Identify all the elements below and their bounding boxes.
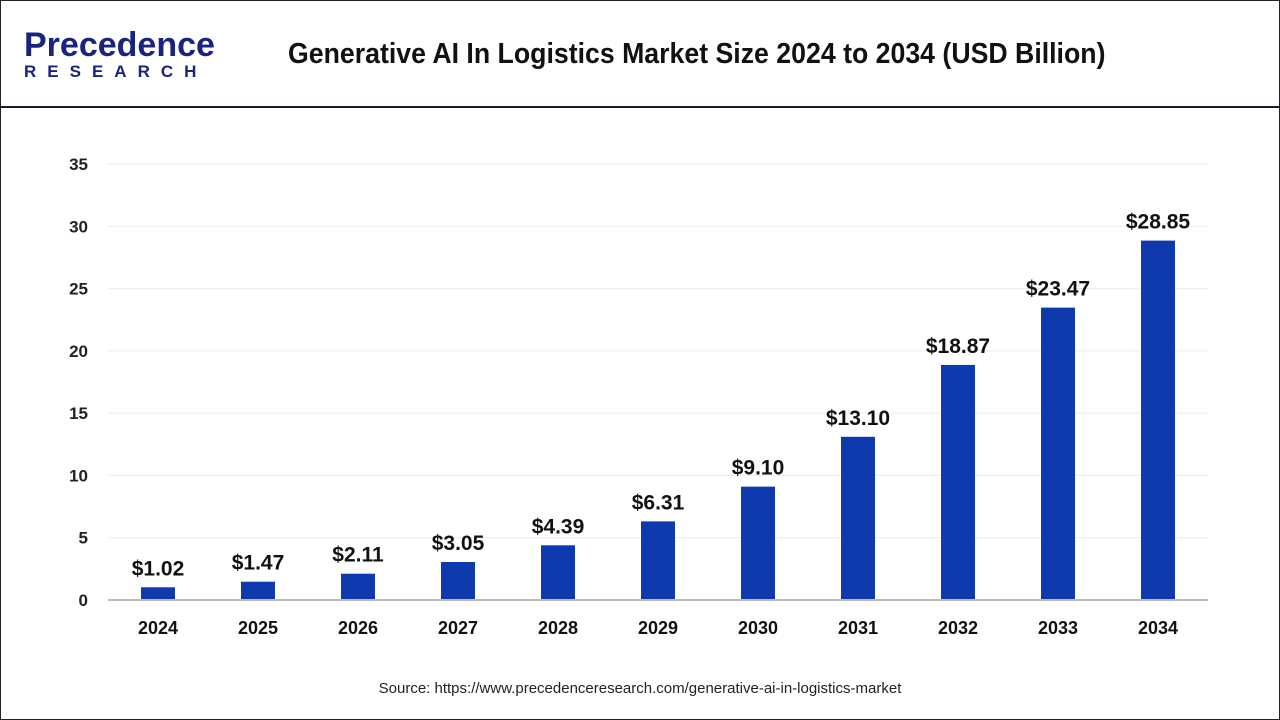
x-tick-label: 2030 xyxy=(738,618,778,638)
logo: Precedence RESEARCH xyxy=(24,28,215,82)
logo-bottom: RESEARCH xyxy=(24,62,208,81)
y-tick-label: 20 xyxy=(69,342,88,361)
x-tick-label: 2027 xyxy=(438,618,478,638)
bar xyxy=(141,587,175,600)
bar xyxy=(341,573,375,600)
y-tick-label: 15 xyxy=(69,404,88,423)
logo-top: Precedence xyxy=(24,26,215,64)
bar xyxy=(241,581,275,600)
x-tick-label: 2025 xyxy=(238,618,278,638)
data-label: $1.47 xyxy=(232,552,285,575)
data-label: $6.31 xyxy=(632,491,685,514)
bar xyxy=(1141,240,1175,600)
bar xyxy=(441,562,475,600)
chart-title: Generative AI In Logistics Market Size 2… xyxy=(288,38,1106,70)
bar xyxy=(841,436,875,600)
bar xyxy=(541,545,575,600)
source-text: Source: https://www.precedenceresearch.c… xyxy=(378,680,902,697)
bar xyxy=(741,486,775,600)
bar xyxy=(1041,307,1075,600)
x-tick-label: 2032 xyxy=(938,618,978,638)
header: Precedence RESEARCH Generative AI In Log… xyxy=(0,0,1280,108)
x-tick-label: 2024 xyxy=(138,618,178,638)
data-label: $23.47 xyxy=(1026,278,1090,301)
y-tick-label: 35 xyxy=(69,155,88,174)
bar xyxy=(941,364,975,600)
x-tick-label: 2031 xyxy=(838,618,878,638)
data-label: $3.05 xyxy=(432,532,485,555)
bar xyxy=(641,521,675,600)
x-tick-label: 2028 xyxy=(538,618,578,638)
y-tick-label: 0 xyxy=(79,591,88,610)
y-tick-label: 10 xyxy=(69,466,88,485)
data-label: $4.39 xyxy=(532,515,585,538)
data-label: $2.11 xyxy=(332,544,384,567)
data-label: $1.02 xyxy=(132,557,185,580)
x-tick-label: 2034 xyxy=(1138,618,1178,638)
data-label: $28.85 xyxy=(1126,211,1191,234)
x-tick-label: 2033 xyxy=(1038,618,1078,638)
y-tick-label: 30 xyxy=(69,217,88,236)
x-tick-label: 2026 xyxy=(338,618,378,638)
data-label: $13.10 xyxy=(826,407,890,430)
y-tick-label: 5 xyxy=(79,529,88,548)
data-label: $18.87 xyxy=(926,335,990,358)
x-tick-label: 2029 xyxy=(638,618,678,638)
data-label: $9.10 xyxy=(732,457,785,480)
y-tick-label: 25 xyxy=(69,280,88,299)
